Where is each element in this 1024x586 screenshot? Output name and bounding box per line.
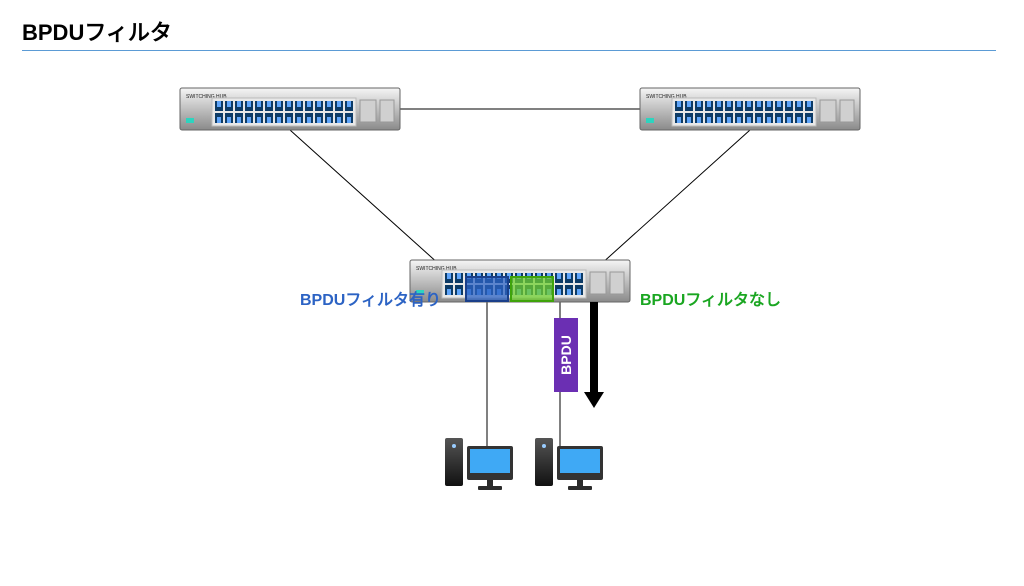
switch: SWITCHING HUB xyxy=(640,88,860,130)
filter-label: BPDUフィルタなし xyxy=(640,286,781,310)
filter-label: BPDUフィルタ有り xyxy=(300,286,441,310)
computer xyxy=(445,438,513,490)
bpdu-packet: BPDU xyxy=(554,318,578,392)
switch: SWITCHING HUB xyxy=(180,88,400,130)
computer xyxy=(535,438,603,490)
bpdu-packet-label: BPDU xyxy=(558,335,574,375)
diagram-canvas: SWITCHING HUBSWITCHING HUBSWITCHING HUB xyxy=(0,0,1024,586)
